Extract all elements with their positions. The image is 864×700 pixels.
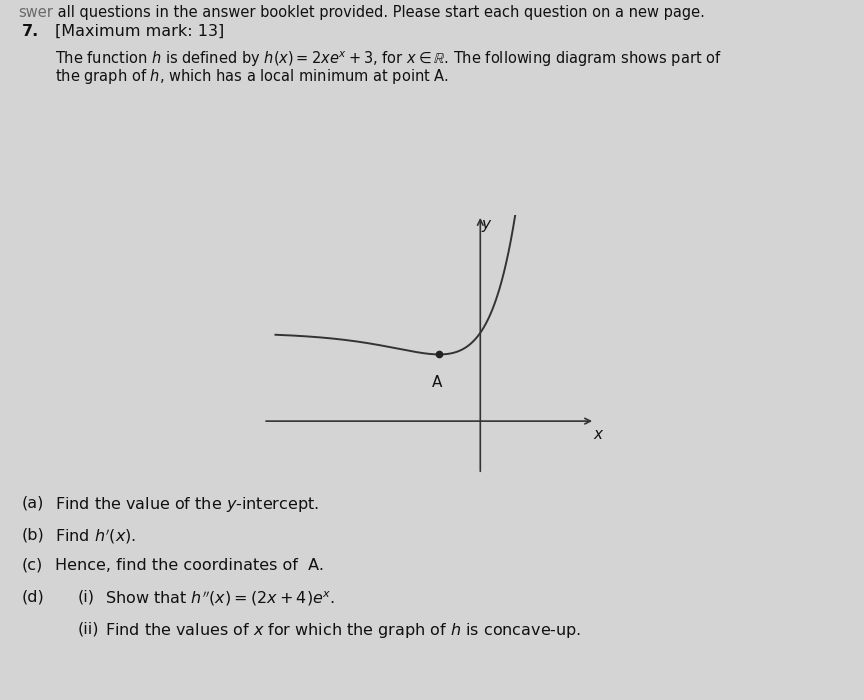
Text: Find the value of the $y$-intercept.: Find the value of the $y$-intercept. — [55, 495, 319, 514]
Text: (c): (c) — [22, 558, 43, 573]
Text: 7.: 7. — [22, 24, 39, 39]
Text: (a): (a) — [22, 495, 44, 510]
Text: all questions in the answer booklet provided. Please start each question on a ne: all questions in the answer booklet prov… — [53, 5, 705, 20]
Text: Hence, find the coordinates of  A.: Hence, find the coordinates of A. — [55, 558, 324, 573]
Text: (i): (i) — [78, 589, 95, 604]
Text: the graph of $h$, which has a local minimum at point A.: the graph of $h$, which has a local mini… — [55, 67, 449, 86]
Text: A: A — [432, 375, 442, 390]
Text: (d): (d) — [22, 589, 45, 604]
Text: $x$: $x$ — [593, 427, 605, 442]
Text: Show that $h''(x) = (2x + 4)e^x$.: Show that $h''(x) = (2x + 4)e^x$. — [105, 589, 335, 608]
Text: Find the values of $x$ for which the graph of $h$ is concave-up.: Find the values of $x$ for which the gra… — [105, 621, 581, 640]
Text: (b): (b) — [22, 527, 45, 542]
Text: (ii): (ii) — [78, 621, 99, 636]
Text: Find $h'(x)$.: Find $h'(x)$. — [55, 527, 137, 546]
Text: The function $h$ is defined by $h(x) = 2xe^x + 3$, for $x \in \mathbb{R}$. The f: The function $h$ is defined by $h(x) = 2… — [55, 49, 721, 69]
Text: [Maximum mark: 13]: [Maximum mark: 13] — [55, 24, 225, 39]
Text: $y$: $y$ — [480, 218, 492, 234]
Text: swer: swer — [18, 5, 53, 20]
